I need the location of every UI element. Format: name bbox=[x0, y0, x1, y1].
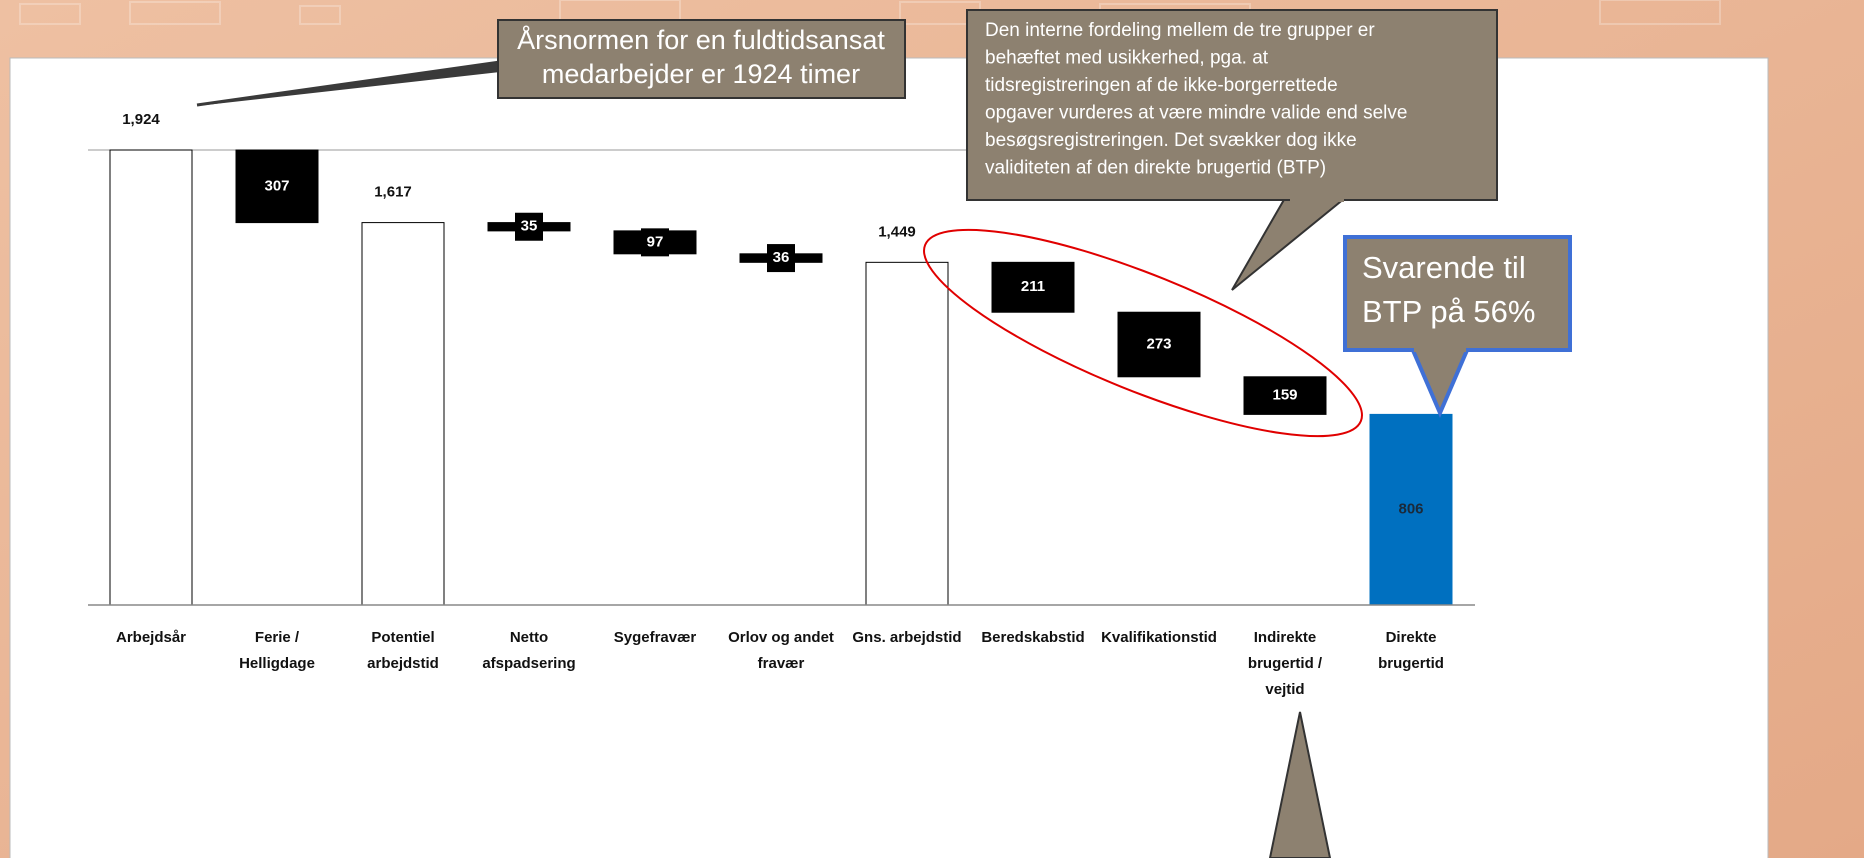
value-label: 273 bbox=[1146, 335, 1171, 352]
x-tick-label: brugertid bbox=[1378, 655, 1444, 672]
plot: 1,924 Arbejdsår 307 Ferie / Helligdage 1,617 P… bbox=[88, 111, 1475, 698]
x-tick-label: Arbejdsår bbox=[116, 629, 186, 646]
bar bbox=[361, 222, 445, 606]
annotation-text: behæftet med usikkerhed, pga. at bbox=[985, 48, 1269, 69]
bar bbox=[1369, 413, 1453, 606]
callout-pointer bbox=[197, 62, 500, 106]
callout-box bbox=[1343, 235, 1572, 352]
bar bbox=[1117, 311, 1201, 378]
annotation-text: BTP på 56% bbox=[1362, 294, 1535, 329]
annotation-text: Årsnormen for en fuldtidsansat bbox=[517, 24, 885, 55]
bar bbox=[1243, 376, 1327, 415]
bar bbox=[991, 261, 1075, 313]
x-tick-label: Potentiel bbox=[371, 629, 434, 646]
annotation-text: opgaver vurderes at være mindre valide e… bbox=[985, 103, 1407, 124]
x-tick-label: fravær bbox=[758, 655, 805, 672]
bar bbox=[235, 149, 319, 224]
value-label: 1,924 bbox=[122, 111, 160, 128]
value-label-box bbox=[767, 244, 795, 273]
callout-joint bbox=[1414, 346, 1466, 352]
callout-box bbox=[497, 19, 906, 99]
callout-joint bbox=[1290, 199, 1344, 202]
value-label-box bbox=[641, 228, 669, 257]
value-label: 806 bbox=[1398, 501, 1423, 518]
annotation-text: validiteten af den direkte brugertid (BT… bbox=[985, 158, 1326, 179]
value-label: 1,617 bbox=[374, 184, 412, 201]
annotation-text: Den interne fordeling mellem de tre grup… bbox=[985, 20, 1375, 41]
x-tick-label: afspadsering bbox=[482, 655, 575, 672]
bar bbox=[109, 149, 193, 606]
bar bbox=[865, 261, 949, 606]
x-tick-label: Sygefravær bbox=[614, 629, 697, 646]
x-tick-label: Gns. arbejdstid bbox=[852, 629, 961, 646]
x-tick-label: vejtid bbox=[1265, 681, 1304, 698]
highlight-ellipse bbox=[923, 228, 1363, 438]
annotation-text: tidsregistreringen af de ikke-borgerrett… bbox=[985, 75, 1338, 96]
x-tick-label: Helligdage bbox=[239, 655, 315, 672]
value-label: 97 bbox=[647, 233, 664, 250]
callout-pointer bbox=[1268, 711, 1332, 858]
value-label: 1,449 bbox=[878, 223, 916, 240]
value-label-box bbox=[515, 212, 543, 241]
value-label: 211 bbox=[1021, 278, 1045, 295]
annotation-text: medarbejder er 1924 timer bbox=[542, 59, 860, 89]
value-label: 159 bbox=[1272, 387, 1297, 404]
x-tick-label: Direkte bbox=[1386, 629, 1437, 646]
x-tick-label: Kvalifikationstid bbox=[1101, 629, 1217, 646]
x-tick-label: arbejdstid bbox=[367, 655, 439, 672]
x-tick-label: brugertid / bbox=[1248, 655, 1323, 672]
x-tick-label: Netto bbox=[510, 629, 548, 646]
callout-box bbox=[966, 9, 1498, 201]
x-tick-label: Indirekte bbox=[1254, 629, 1317, 646]
x-tick-label: Ferie / bbox=[255, 629, 300, 646]
value-label: 307 bbox=[264, 177, 289, 194]
annotation-text: besøgsregistreringen. Det svækker dog ik… bbox=[985, 130, 1357, 151]
annotations: Årsnormen for en fuldtidsansat medarbejde… bbox=[196, 9, 1572, 858]
x-tick-label: Orlov og andet bbox=[728, 629, 834, 646]
annotation-text: Svarende til bbox=[1362, 250, 1526, 285]
value-label: 36 bbox=[773, 249, 790, 266]
value-label: 35 bbox=[521, 218, 538, 235]
x-tick-label: Beredskabstid bbox=[981, 629, 1084, 646]
